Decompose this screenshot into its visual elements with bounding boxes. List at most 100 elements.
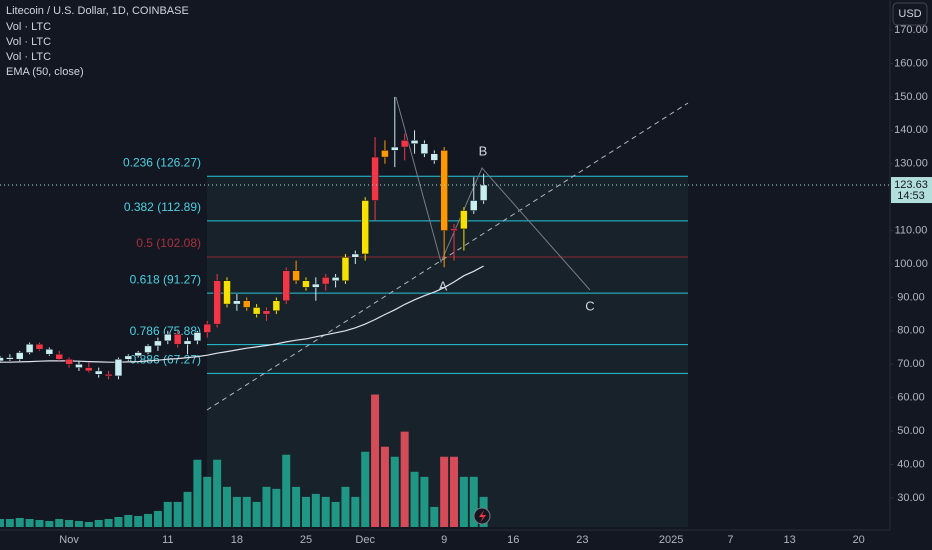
volume-bar xyxy=(0,518,4,527)
x-tick-label: Nov xyxy=(59,534,79,546)
volume-bar xyxy=(469,476,478,527)
volume-bar xyxy=(311,493,320,527)
candle-body xyxy=(94,370,103,375)
candle-body xyxy=(154,340,162,347)
y-tick-label: 170.00 xyxy=(894,24,928,36)
x-tick-label: 25 xyxy=(300,534,312,546)
volume-bar xyxy=(232,496,241,527)
candle-body xyxy=(164,333,172,342)
indicator-label: Vol · LTC xyxy=(6,21,51,33)
y-tick-label: 30.00 xyxy=(897,492,925,504)
candle-body xyxy=(243,300,251,308)
last-price-label: 123.63 xyxy=(894,179,928,191)
y-tick-label: 130.00 xyxy=(894,158,928,170)
volume-bar xyxy=(84,521,93,527)
volume-bar xyxy=(351,496,360,527)
x-tick-label: 2025 xyxy=(659,534,683,546)
candle-body xyxy=(282,270,290,302)
volume-bar xyxy=(35,519,44,527)
candle-body xyxy=(203,323,212,333)
volume-bar xyxy=(301,496,310,527)
currency-button-frame[interactable] xyxy=(892,2,928,26)
candle-body xyxy=(410,140,419,144)
candle-body xyxy=(351,253,360,258)
fib-label: 0.618 (91.27) xyxy=(130,272,201,286)
volume-bar xyxy=(410,471,419,527)
candle-body xyxy=(213,280,221,325)
y-tick-label: 100.00 xyxy=(894,258,928,270)
candles-layer xyxy=(0,96,488,380)
volume-bar xyxy=(134,515,143,527)
volume-bar xyxy=(420,476,429,527)
x-tick-label: Dec xyxy=(355,534,375,546)
y-tick-label: 150.00 xyxy=(894,91,928,103)
candle-body xyxy=(341,257,350,281)
volume-bar xyxy=(282,454,291,527)
candle-body xyxy=(45,348,54,355)
candle-body xyxy=(104,374,113,377)
indicator-label: EMA (50, close) xyxy=(6,66,84,78)
volume-bar xyxy=(183,491,192,527)
fib-label: 0.236 (126.27) xyxy=(123,155,201,169)
x-tick-label: 20 xyxy=(853,534,865,546)
candle-body xyxy=(460,210,468,230)
volume-bar xyxy=(74,520,83,527)
annotation: C xyxy=(585,298,594,313)
currency-label[interactable]: USD xyxy=(898,8,921,20)
candle-body xyxy=(144,345,152,353)
price-axis xyxy=(890,0,932,550)
candle-body xyxy=(400,140,409,148)
chart-title: Litecoin / U.S. Dollar, 1D, COINBASE xyxy=(6,5,189,17)
y-tick-label: 80.00 xyxy=(897,325,925,337)
alert-bolt xyxy=(479,510,486,523)
volume-layer xyxy=(0,394,488,527)
candle-body xyxy=(173,333,182,345)
candle-body xyxy=(440,150,448,231)
candle-body xyxy=(233,300,241,305)
volume-bar xyxy=(5,518,14,527)
candle-body xyxy=(331,277,340,281)
candle-body xyxy=(479,184,488,201)
y-tick-label: 90.00 xyxy=(897,291,925,303)
volume-bar xyxy=(292,486,301,527)
volume-bar xyxy=(55,518,64,527)
candle-body xyxy=(114,358,123,377)
volume-bar xyxy=(203,476,212,527)
volume-bar xyxy=(459,476,468,527)
volume-bar xyxy=(331,501,340,527)
annotation: B xyxy=(479,143,488,158)
volume-bar xyxy=(65,519,74,527)
candle-body xyxy=(15,352,24,360)
volume-bar xyxy=(262,486,271,527)
fib-label: 0.5 (102.08) xyxy=(136,236,201,250)
candle-body xyxy=(420,143,429,154)
candle-body xyxy=(85,367,93,372)
x-tick-label: 23 xyxy=(576,534,588,546)
candle-body xyxy=(193,332,202,342)
last-price-box xyxy=(891,177,932,204)
x-tick-label: 13 xyxy=(783,534,795,546)
volume-bar xyxy=(341,486,350,527)
fib-label: 0.382 (112.89) xyxy=(124,200,201,214)
volume-bar xyxy=(45,520,54,527)
volume-bar xyxy=(144,513,153,527)
volume-bar xyxy=(173,501,182,527)
y-tick-label: 160.00 xyxy=(894,57,928,69)
volume-bar xyxy=(371,394,380,527)
currency-button[interactable]: USD xyxy=(892,2,928,26)
volume-bar xyxy=(242,496,251,527)
indicator-label: Vol · LTC xyxy=(6,36,51,48)
fib-label: 0.786 (75.88) xyxy=(130,324,201,338)
volume-bar xyxy=(213,459,222,527)
x-tick-label: 11 xyxy=(162,534,173,546)
candle-body xyxy=(223,280,231,305)
x-tick-label: 9 xyxy=(441,534,447,546)
candle-body xyxy=(0,357,4,362)
candle-body xyxy=(312,283,320,288)
x-tick-label: 16 xyxy=(507,534,519,546)
candle-body xyxy=(470,200,478,211)
annotation: A xyxy=(439,278,448,293)
candle-body xyxy=(321,277,330,285)
volume-bar xyxy=(163,501,172,527)
